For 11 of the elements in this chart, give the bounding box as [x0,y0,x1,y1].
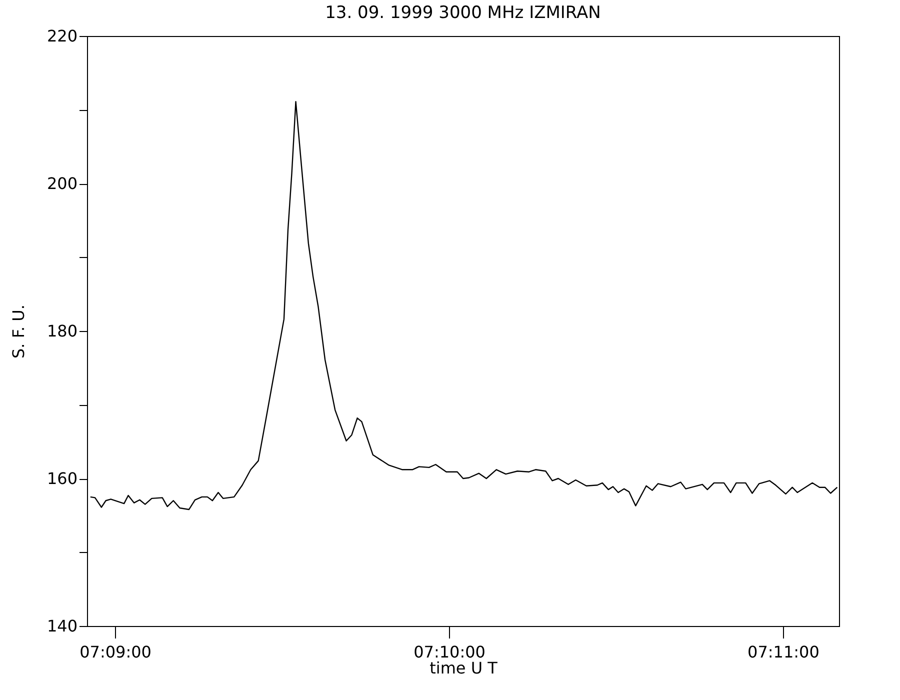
y-tick-label: 220 [46,26,78,46]
x-axis-title: time U T [430,658,498,678]
y-axis-title: S. F. U. [8,304,28,358]
x-tick-label: 07:09:00 [80,642,152,662]
x-tick-label: 07:11:00 [748,642,820,662]
y-tick-label: 140 [46,616,78,636]
x-tick-label: 07:10:00 [414,642,486,662]
chart-title: 13. 09. 1999 3000 MHz IZMIRAN [325,3,601,23]
y-tick-label: 160 [46,469,78,488]
y-tick-label: 200 [46,174,78,193]
y-tick-label: 180 [46,322,78,340]
